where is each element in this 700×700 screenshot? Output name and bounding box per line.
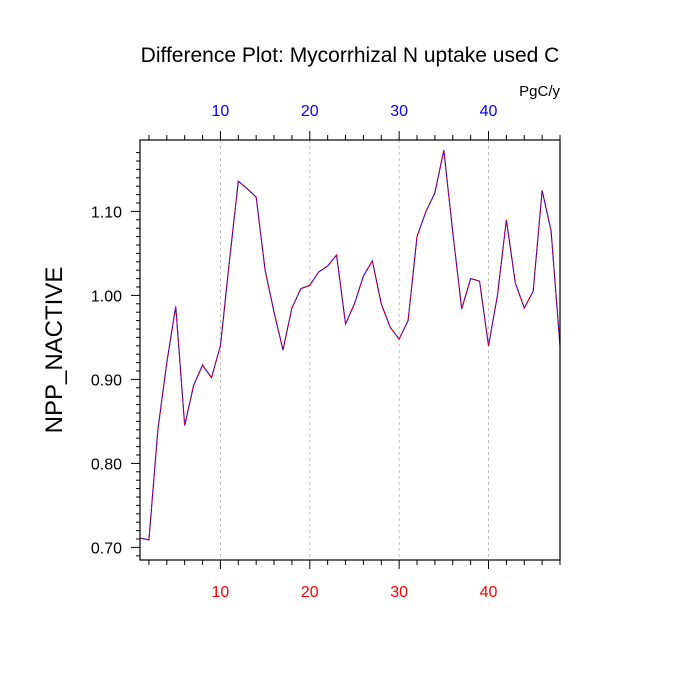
x-tick-label-top: 20 — [301, 103, 319, 120]
x-tick-label-top: 10 — [212, 103, 230, 120]
y-tick-label: 1.00 — [91, 288, 122, 305]
x-tick-label-bottom: 20 — [301, 584, 319, 601]
x-tick-label-bottom: 30 — [390, 584, 408, 601]
series-layer — [139, 149, 561, 541]
x-tick-label-top: 40 — [480, 103, 498, 120]
x-tick-label-bottom: 10 — [212, 584, 230, 601]
axis-ticks — [131, 131, 561, 569]
y-axis-label: NPP_NACTIVE — [41, 267, 68, 434]
tick-labels: 10 10 20 20 30 30 40 40 0.70 0.80 0.90 1.00 1.10 — [91, 103, 498, 601]
grid — [220, 140, 489, 560]
top-axis-units: PgC/y — [519, 83, 560, 100]
x-tick-label-top: 30 — [390, 103, 408, 120]
y-tick-label: 0.70 — [91, 540, 122, 557]
series-line-overlay — [139, 149, 561, 541]
x-tick-label-bottom: 40 — [480, 584, 498, 601]
y-tick-label: 0.80 — [91, 456, 122, 473]
series-line — [139, 149, 561, 541]
chart-title: Difference Plot: Mycorrhizal N uptake us… — [141, 44, 560, 67]
y-tick-label: 1.10 — [91, 204, 122, 221]
y-tick-label: 0.90 — [91, 372, 122, 389]
plot-frame — [139, 139, 561, 561]
